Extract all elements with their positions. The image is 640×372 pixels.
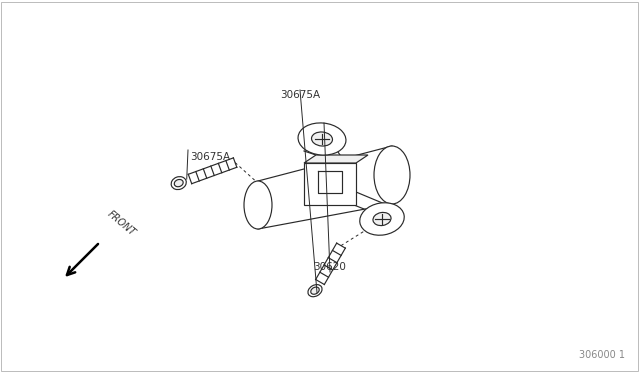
Text: 30675A: 30675A	[190, 152, 230, 162]
Ellipse shape	[174, 179, 183, 187]
Polygon shape	[258, 146, 392, 229]
Ellipse shape	[311, 287, 319, 294]
Ellipse shape	[308, 285, 322, 297]
Text: 306000 1: 306000 1	[579, 350, 625, 360]
Ellipse shape	[360, 203, 404, 235]
Text: 30675A: 30675A	[280, 90, 320, 100]
Text: 30620: 30620	[314, 262, 346, 272]
Polygon shape	[304, 155, 368, 163]
Text: FRONT: FRONT	[105, 209, 137, 238]
Ellipse shape	[298, 123, 346, 155]
Polygon shape	[304, 163, 356, 205]
Ellipse shape	[373, 212, 391, 225]
Ellipse shape	[171, 177, 186, 190]
Ellipse shape	[244, 181, 272, 229]
Ellipse shape	[312, 132, 332, 146]
Ellipse shape	[374, 146, 410, 204]
